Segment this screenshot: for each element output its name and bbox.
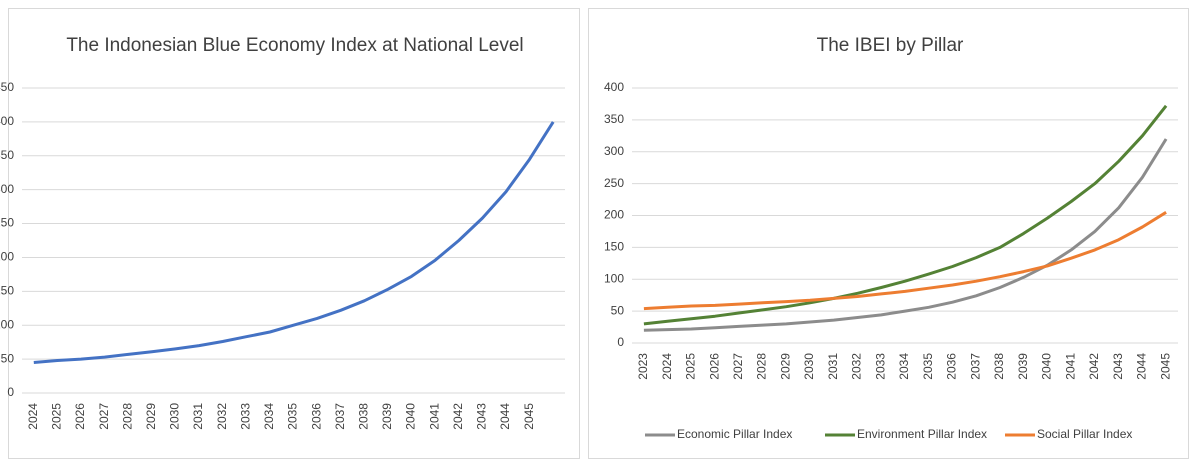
x-tick-label: 2039 — [1016, 353, 1030, 380]
x-tick-label: 2031 — [191, 403, 205, 430]
x-tick-label: 2034 — [897, 353, 911, 380]
y-tick-label: 300 — [604, 144, 624, 158]
x-tick-label: 2024 — [26, 403, 40, 430]
legend-label: Social Pillar Index — [1037, 427, 1132, 441]
x-tick-label: 2026 — [73, 403, 87, 430]
line — [643, 104, 1168, 326]
x-tick-label: 2038 — [992, 353, 1006, 380]
x-tick-label: 2025 — [50, 403, 64, 430]
line — [33, 121, 555, 364]
chart-title: The IBEI by Pillar — [817, 35, 964, 56]
x-tick-label: 2030 — [802, 353, 816, 380]
x-tick-label: 2031 — [826, 353, 840, 380]
x-tick-label: 2030 — [168, 403, 182, 430]
x-tick-label: 2032 — [215, 403, 229, 430]
y-tick-label: 150 — [604, 240, 624, 254]
x-tick-label: 2039 — [380, 403, 394, 430]
x-tick-label: 2043 — [1111, 353, 1125, 380]
x-tick-label: 2045 — [522, 403, 536, 430]
y-tick-label: 300 — [0, 182, 14, 196]
x-tick-label: 2034 — [262, 403, 276, 430]
x-tick-label: 2028 — [755, 353, 769, 380]
x-tick-label: 2041 — [1063, 353, 1077, 380]
x-tick-label: 2033 — [873, 353, 887, 380]
x-tick-label: 2036 — [309, 403, 323, 430]
x-tick-label: 2042 — [1087, 353, 1101, 380]
x-tick-label: 2026 — [707, 353, 721, 380]
legend-label: Environment Pillar Index — [857, 427, 987, 441]
x-tick-label: 2035 — [286, 403, 300, 430]
y-tick-label: 100 — [604, 271, 624, 285]
y-tick-label: 250 — [0, 216, 14, 230]
y-tick-label: 50 — [1, 351, 15, 365]
y-tick-label: 350 — [0, 148, 14, 162]
x-tick-label: 2035 — [921, 353, 935, 380]
x-tick-label: 2037 — [968, 353, 982, 380]
x-tick-label: 2044 — [1135, 353, 1149, 380]
x-tick-label: 2038 — [356, 403, 370, 430]
y-tick-label: 100 — [0, 317, 14, 331]
panel — [588, 8, 1189, 459]
x-tick-label: 2032 — [850, 353, 864, 380]
y-tick-label: 150 — [0, 284, 14, 298]
x-tick-label: 2029 — [778, 353, 792, 380]
y-tick-label: 0 — [7, 385, 14, 399]
x-tick-label: 2028 — [120, 403, 134, 430]
x-tick-label: 2045 — [1158, 353, 1172, 380]
y-tick-label: 200 — [0, 250, 14, 264]
line — [643, 138, 1168, 332]
y-tick-label: 0 — [617, 335, 624, 349]
x-tick-label: 2036 — [945, 353, 959, 380]
x-tick-label: 2027 — [731, 353, 745, 380]
x-tick-label: 2037 — [333, 403, 347, 430]
x-tick-label: 2033 — [238, 403, 252, 430]
legend-label: Economic Pillar Index — [677, 427, 792, 441]
x-tick-label: 2044 — [498, 403, 512, 430]
x-tick-label: 2024 — [660, 353, 674, 380]
x-tick-label: 2040 — [404, 403, 418, 430]
x-tick-label: 2040 — [1040, 353, 1054, 380]
y-tick-label: 400 — [0, 114, 14, 128]
y-tick-label: 400 — [604, 80, 624, 94]
x-tick-label: 2043 — [475, 403, 489, 430]
y-tick-label: 450 — [0, 80, 14, 94]
x-tick-label: 2042 — [451, 403, 465, 430]
x-tick-label: 2041 — [427, 403, 441, 430]
line — [643, 211, 1167, 311]
y-tick-label: 250 — [604, 176, 624, 190]
y-tick-label: 50 — [611, 303, 625, 317]
x-tick-label: 2029 — [144, 403, 158, 430]
x-tick-label: 2025 — [684, 353, 698, 380]
panel — [8, 8, 580, 459]
y-tick-label: 200 — [604, 208, 624, 222]
x-tick-label: 2027 — [97, 403, 111, 430]
chart-title: The Indonesian Blue Economy Index at Nat… — [66, 35, 523, 56]
x-tick-label: 2023 — [636, 353, 650, 380]
y-tick-label: 350 — [604, 112, 624, 126]
